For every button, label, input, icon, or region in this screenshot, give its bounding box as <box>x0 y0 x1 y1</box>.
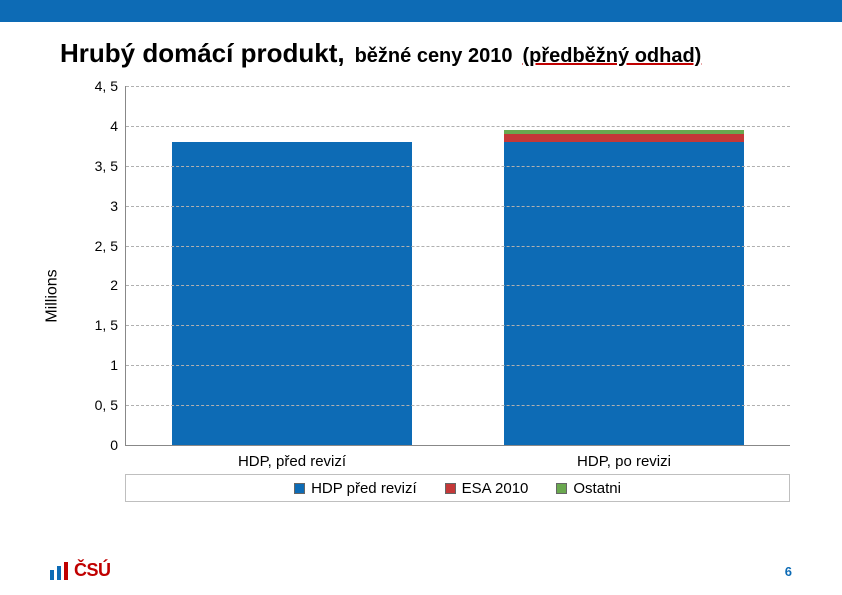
legend-item: Ostatni <box>556 480 621 497</box>
bar-group <box>172 86 411 445</box>
y-tick-label: 1 <box>110 357 126 373</box>
grid-line <box>126 166 790 167</box>
legend-label: HDP před revizí <box>311 480 417 497</box>
y-axis-label: Millions <box>44 269 62 322</box>
title-sub: běžné ceny 2010 <box>355 45 513 68</box>
footer: ČSÚ 6 <box>50 551 792 581</box>
grid-line <box>126 246 790 247</box>
logo-text: ČSÚ <box>74 560 111 581</box>
legend: HDP před revizí ESA 2010 Ostatni <box>125 474 790 502</box>
legend-label: ESA 2010 <box>462 480 529 497</box>
grid-line <box>126 206 790 207</box>
page-number: 6 <box>785 564 792 579</box>
grid-line <box>126 285 790 286</box>
y-tick-label: 2 <box>110 277 126 293</box>
y-tick-label: 4, 5 <box>95 78 126 94</box>
y-tick-label: 0 <box>110 437 126 453</box>
grid-line <box>126 325 790 326</box>
legend-swatch-icon <box>294 483 305 494</box>
y-tick-label: 0, 5 <box>95 397 126 413</box>
title-row: Hrubý domácí produkt, běžné ceny 2010 (p… <box>60 38 802 74</box>
bar-group <box>504 86 743 445</box>
bar-segment <box>504 130 743 134</box>
y-tick-label: 3, 5 <box>95 158 126 174</box>
chart: Millions 00, 511, 522, 533, 544, 5HDP, p… <box>50 86 790 506</box>
grid-line <box>126 86 790 87</box>
grid-line <box>126 405 790 406</box>
logo-bar-icon <box>64 562 68 580</box>
y-tick-label: 4 <box>110 118 126 134</box>
grid-line <box>126 126 790 127</box>
bar-segment <box>172 142 411 445</box>
top-bar <box>0 0 842 22</box>
bar-segment <box>504 134 743 142</box>
legend-swatch-icon <box>445 483 456 494</box>
legend-item: HDP před revizí <box>294 480 417 497</box>
title-sub-underline: (předběžný odhad) <box>522 45 701 68</box>
logo: ČSÚ <box>50 560 111 581</box>
y-tick-label: 2, 5 <box>95 238 126 254</box>
logo-bar-icon <box>50 570 54 580</box>
x-tick-label: HDP, po revizi <box>577 445 671 470</box>
x-tick-label: HDP, před revizí <box>238 445 346 470</box>
legend-label: Ostatni <box>573 480 621 497</box>
legend-item: ESA 2010 <box>445 480 529 497</box>
plot-area: 00, 511, 522, 533, 544, 5HDP, před reviz… <box>125 86 790 446</box>
slide: Hrubý domácí produkt, běžné ceny 2010 (p… <box>0 0 842 595</box>
title-main: Hrubý domácí produkt, <box>60 38 345 69</box>
grid-line <box>126 365 790 366</box>
bar-segment <box>504 142 743 445</box>
y-tick-label: 1, 5 <box>95 317 126 333</box>
logo-bars-icon <box>50 562 68 580</box>
legend-swatch-icon <box>556 483 567 494</box>
logo-bar-icon <box>57 566 61 580</box>
bars <box>126 86 790 445</box>
y-tick-label: 3 <box>110 198 126 214</box>
